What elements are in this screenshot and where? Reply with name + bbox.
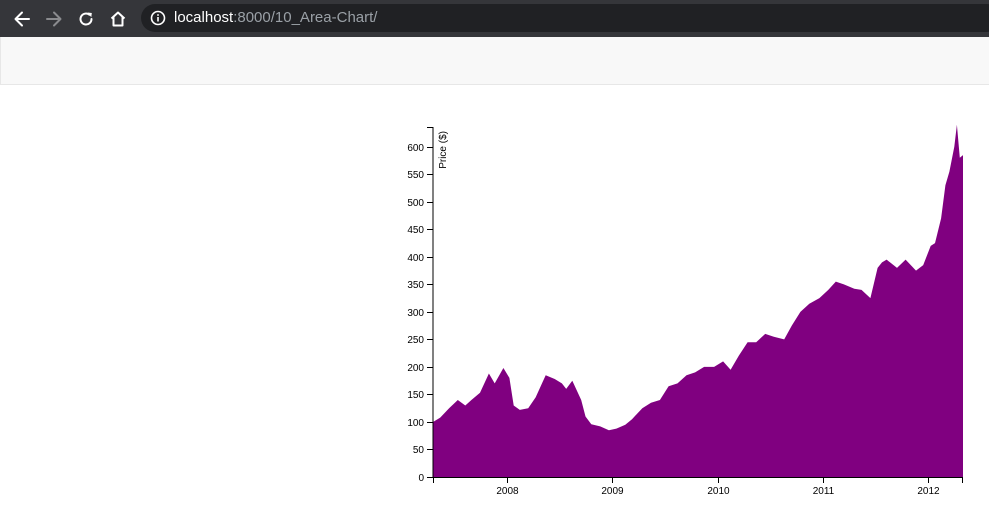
reload-button[interactable] [73, 6, 99, 32]
x-tick-label: 2010 [707, 486, 730, 497]
area-series [433, 124, 963, 478]
x-tick-label: 2009 [601, 486, 624, 497]
y-tick-label: 600 [407, 143, 424, 154]
y-tick-label: 200 [407, 363, 424, 374]
browser-toolbar: localhost:8000/10_Area-Chart/ [0, 0, 989, 37]
y-axis-label: Price ($) [438, 131, 449, 169]
y-axis: 0 50 100 150 200 250 300 350 400 450 500 550 600 [407, 127, 434, 484]
arrow-right-icon [46, 11, 62, 27]
address-bar[interactable] [141, 4, 989, 32]
y-tick-label: 50 [413, 445, 425, 456]
back-button[interactable] [9, 6, 35, 32]
y-tick-label: 300 [407, 308, 424, 319]
url-path: :8000/10_Area-Chart/ [233, 9, 378, 26]
info-icon[interactable] [150, 10, 166, 26]
url-text[interactable]: localhost:8000/10_Area-Chart/ [174, 8, 377, 28]
y-tick-label: 500 [407, 198, 424, 209]
forward-button[interactable] [41, 6, 67, 32]
arrow-left-icon [14, 11, 30, 27]
x-tick-label: 2011 [813, 486, 835, 497]
y-tick-label: 0 [418, 473, 424, 484]
page-navbar [0, 37, 989, 85]
y-tick-label: 450 [407, 225, 424, 236]
x-tick-label: 2008 [496, 486, 519, 497]
y-tick-label: 100 [407, 418, 424, 429]
home-button[interactable] [105, 6, 131, 32]
x-tick-label: 2012 [917, 486, 940, 497]
y-tick-label: 150 [407, 390, 424, 401]
reload-icon [79, 12, 93, 26]
home-icon [110, 11, 126, 27]
y-tick-label: 550 [407, 170, 424, 181]
y-tick-label: 250 [407, 335, 424, 346]
y-tick-label: 400 [407, 253, 424, 264]
x-axis: 2008 2009 2010 2011 2012 [433, 477, 963, 497]
url-host: localhost [174, 9, 234, 26]
y-tick-label: 350 [407, 280, 424, 291]
